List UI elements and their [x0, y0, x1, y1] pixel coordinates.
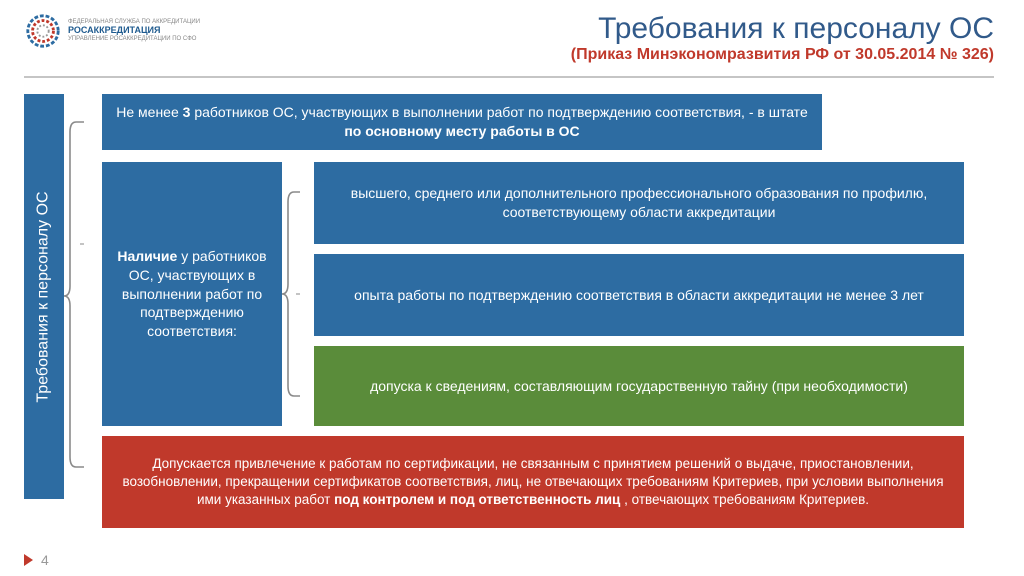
vertical-category-bar: Требования к персоналу ОС — [24, 94, 64, 499]
diagram-area: Требования к персоналу ОС Не менее 3 раб… — [24, 94, 994, 524]
logo: ФЕДЕРАЛЬНАЯ СЛУЖБА ПО АККРЕДИТАЦИИ РОСАК… — [24, 12, 200, 50]
slide-footer: 4 — [24, 552, 49, 568]
vertical-bar-label: Требования к персоналу ОС — [35, 191, 53, 402]
bracket-left-icon — [64, 94, 86, 499]
text: допуска к сведениям, составляющим госуда… — [370, 377, 908, 396]
requirement-box-education: высшего, среднего или дополнительного пр… — [314, 162, 964, 244]
logo-text-block: ФЕДЕРАЛЬНАЯ СЛУЖБА ПО АККРЕДИТАЦИИ РОСАК… — [68, 19, 200, 42]
logo-icon — [24, 12, 62, 50]
footer-triangle-icon — [24, 554, 33, 566]
page-subtitle: (Приказ Минэкономразвития РФ от 30.05.20… — [571, 46, 994, 64]
logo-main-line: РОСАККРЕДИТАЦИЯ — [68, 26, 200, 36]
requirement-box-experience: опыта работы по подтверждению соответств… — [314, 254, 964, 336]
bold-text: по основному месту работы в ОС — [344, 123, 579, 139]
text: высшего, среднего или дополнительного пр… — [328, 184, 950, 222]
title-block: Требования к персоналу ОС (Приказ Минэко… — [571, 12, 994, 64]
requirement-box-availability: Наличие у работников ОС, участвующих в в… — [102, 162, 282, 426]
bold-number: 3 — [183, 104, 191, 120]
page-title: Требования к персоналу ОС — [571, 12, 994, 46]
requirement-box-clearance: допуска к сведениям, составляющим госуда… — [314, 346, 964, 426]
bracket-middle-icon — [282, 162, 302, 426]
requirement-box-exception: Допускается привлечение к работам по сер… — [102, 436, 964, 528]
header-divider — [24, 76, 994, 78]
page-number: 4 — [41, 552, 49, 568]
text: работников ОС, участвующих в выполнении … — [194, 104, 807, 120]
bold-text: Наличие — [117, 248, 177, 264]
text: , отвечающих требованиям Критериев. — [624, 492, 869, 507]
bold-text: под контролем и под ответственность лиц — [334, 492, 620, 507]
slide-header: ФЕДЕРАЛЬНАЯ СЛУЖБА ПО АККРЕДИТАЦИИ РОСАК… — [0, 0, 1024, 72]
text: опыта работы по подтверждению соответств… — [354, 286, 924, 305]
requirement-box-headcount: Не менее 3 работников ОС, участвующих в … — [102, 94, 822, 150]
text: Не менее — [116, 104, 179, 120]
logo-bottom-line: УПРАВЛЕНИЕ РОСАККРЕДИТАЦИИ ПО СФО — [68, 36, 200, 43]
